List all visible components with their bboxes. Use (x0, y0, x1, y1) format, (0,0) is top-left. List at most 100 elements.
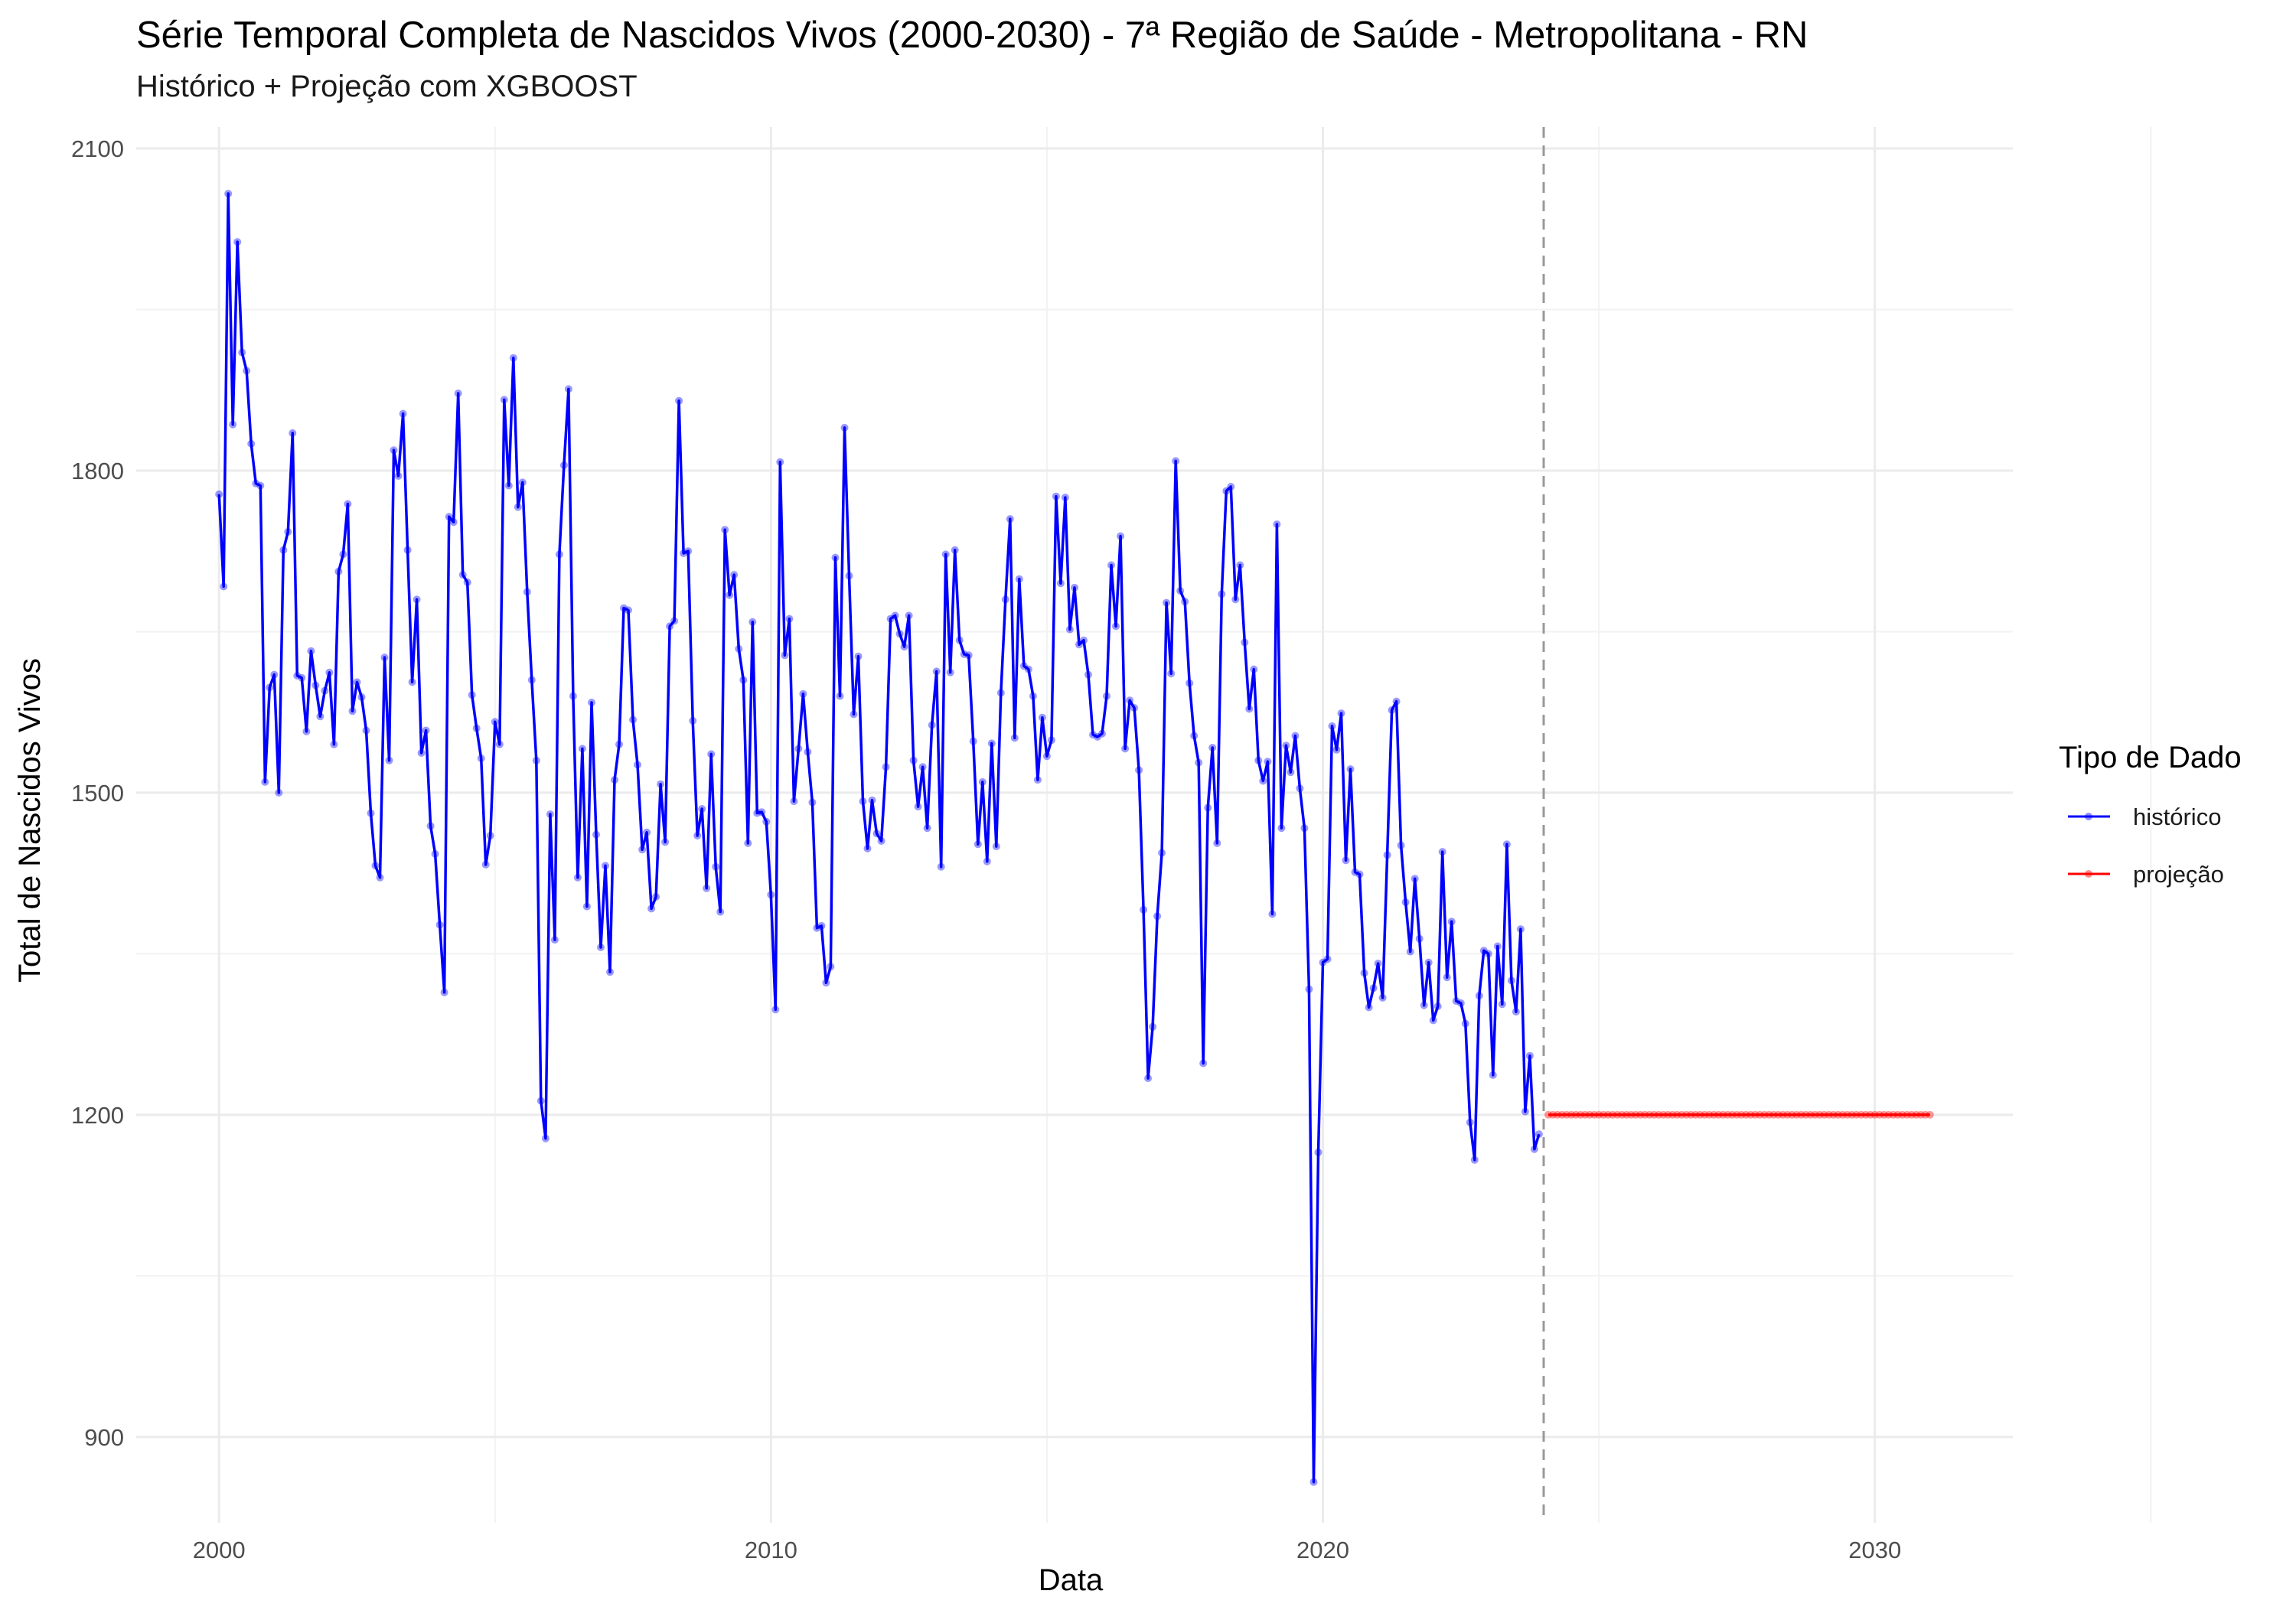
data-point (1042, 752, 1051, 761)
data-point (877, 837, 885, 845)
data-point (845, 572, 853, 580)
data-point (229, 420, 237, 429)
data-point (1724, 1110, 1732, 1119)
data-point (840, 423, 849, 432)
data-point (1479, 947, 1488, 955)
data-point (992, 843, 1000, 851)
data-point (440, 988, 448, 996)
data-point (712, 862, 720, 871)
data-point (794, 745, 803, 753)
data-point (1572, 1110, 1580, 1119)
data-point (270, 670, 279, 679)
data-point (458, 571, 467, 579)
data-point (1916, 1110, 1925, 1119)
data-point (344, 500, 352, 508)
data-point (564, 385, 572, 393)
data-point (481, 860, 490, 869)
data-point (293, 672, 302, 680)
data-point (445, 513, 453, 521)
data-point (776, 458, 784, 466)
data-point (1199, 1059, 1208, 1068)
data-point (1783, 1110, 1792, 1119)
legend-item-projecao: projeção (2068, 861, 2224, 888)
legend-title: Tipo de Dado (2059, 741, 2242, 774)
data-point (1907, 1110, 1916, 1119)
data-point (1668, 1110, 1677, 1119)
data-point (1530, 1145, 1538, 1153)
data-point (882, 763, 890, 771)
data-point (279, 546, 288, 554)
data-point (1525, 1051, 1534, 1060)
data-point (1452, 997, 1460, 1006)
data-point (1829, 1110, 1838, 1119)
data-point (449, 518, 458, 526)
data-point (536, 1097, 545, 1105)
data-point (1010, 734, 1019, 742)
data-point (905, 611, 913, 620)
data-point (247, 439, 256, 448)
data-point (753, 809, 762, 817)
data-point (689, 716, 697, 725)
data-point (1779, 1110, 1787, 1119)
data-point (1728, 1110, 1737, 1119)
data-point (606, 968, 614, 976)
legend-label-historico: histórico (2133, 804, 2221, 830)
data-point (634, 761, 641, 769)
data-point (602, 862, 609, 870)
legend-label-projecao: projeção (2133, 861, 2224, 888)
data-point (1516, 925, 1525, 934)
data-point (1397, 841, 1405, 849)
data-point (1080, 636, 1088, 644)
data-point (1342, 856, 1350, 865)
data-point (266, 683, 274, 692)
data-point (376, 873, 384, 882)
data-point (1466, 1118, 1474, 1126)
data-point (1613, 1110, 1622, 1119)
data-point (1889, 1110, 1897, 1119)
data-point (357, 693, 366, 701)
data-point (1388, 706, 1396, 714)
data-point (1493, 942, 1502, 950)
data-point (1861, 1110, 1870, 1119)
data-point (1521, 1107, 1529, 1116)
data-point (1641, 1110, 1649, 1119)
data-point (569, 692, 577, 700)
x-tick-label: 2000 (193, 1537, 246, 1563)
data-point (1015, 575, 1023, 583)
data-point (1378, 993, 1387, 1002)
data-point (592, 830, 600, 839)
data-point (1213, 839, 1221, 847)
data-point (1600, 1110, 1608, 1119)
data-point (597, 944, 605, 951)
data-point (1765, 1110, 1773, 1119)
data-point (1360, 969, 1368, 977)
data-point (1149, 1022, 1157, 1031)
data-point (1429, 1016, 1437, 1025)
data-point (422, 726, 430, 735)
data-point (1167, 670, 1176, 678)
data-point (1866, 1110, 1874, 1119)
data-point (1586, 1110, 1594, 1119)
data-point (413, 595, 421, 604)
data-point (399, 409, 407, 418)
data-point (1811, 1110, 1819, 1119)
data-point (1208, 744, 1217, 751)
data-point (532, 756, 540, 764)
data-point (767, 891, 775, 899)
data-point (996, 689, 1005, 697)
data-point (707, 750, 716, 758)
data-point (1254, 756, 1263, 764)
data-point (1788, 1110, 1796, 1119)
data-point (1420, 1001, 1428, 1009)
data-point (850, 710, 858, 719)
data-point (1190, 732, 1199, 740)
data-point (1461, 1019, 1469, 1028)
data-point (353, 678, 361, 686)
data-point (1411, 875, 1419, 883)
data-point (1392, 697, 1401, 706)
data-point (1484, 950, 1492, 958)
data-point (1047, 736, 1055, 745)
data-point (1052, 492, 1060, 500)
data-point (1534, 1130, 1543, 1139)
data-point (1222, 487, 1231, 495)
